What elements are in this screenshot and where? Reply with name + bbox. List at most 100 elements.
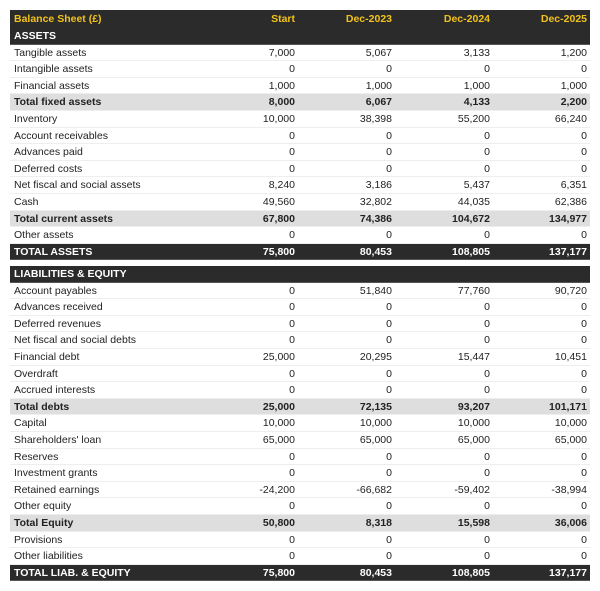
row-label: Net fiscal and social assets [14,179,141,192]
data-row: Investment grants 0 0 0 0 [10,465,590,482]
cell-value: 0 [581,467,587,480]
cell-value: 0 [484,467,490,480]
cell-value: 15,598 [457,517,490,529]
cell-value: 3,133 [463,46,490,59]
cell-value: 15,447 [457,351,490,363]
cell-value: 25,000 [262,351,295,363]
row-label: Investment grants [14,467,98,480]
cell-value: 0 [484,533,490,546]
cell-value: 1,000 [365,79,392,92]
cell-value: 0 [386,229,392,242]
section-title: LIABILITIES & EQUITY [14,268,127,280]
row-label: Inventory [14,113,58,125]
cell-value: 0 [581,229,587,242]
cell-value: 74,386 [359,212,392,225]
cell-value: 0 [581,367,587,380]
cell-value: 93,207 [457,400,490,413]
cell-value: 0 [289,284,295,297]
cell-value: -38,994 [551,483,587,496]
cell-value: 25,000 [262,400,295,413]
cell-value: 0 [484,229,490,242]
row-label: Advances received [14,301,103,314]
subtotal-row: Total Equity 50,800 8,318 15,598 36,006 [10,515,590,532]
cell-value: 0 [581,334,587,347]
cell-value: 72,135 [359,400,392,413]
data-row: Deferred revenues 0 0 0 0 [10,316,590,333]
cell-value: 0 [581,384,587,397]
cell-value: 0 [581,533,587,546]
cell-value: 77,760 [457,284,490,297]
cell-value: 5,067 [365,46,392,59]
cell-value: 0 [581,162,587,175]
cell-value: 1,000 [463,79,490,92]
row-label: Other equity [14,500,72,513]
cell-value: -24,200 [259,483,295,496]
cell-value: 101,171 [549,400,587,413]
cell-value: 10,000 [457,417,490,430]
data-row: Financial debt 25,000 20,295 15,447 10,451 [10,349,590,366]
data-row: Financial assets 1,000 1,000 1,000 1,000 [10,78,590,95]
cell-value: 0 [484,301,490,314]
cell-value: 0 [484,500,490,513]
cell-value: 0 [484,384,490,397]
row-label: Intangible assets [14,63,93,76]
cell-value: 0 [289,146,295,159]
cell-value: 0 [386,500,392,513]
data-row: Capital 10,000 10,000 10,000 10,000 [10,415,590,432]
row-label: Total debts [14,400,70,413]
cell-value: 0 [484,162,490,175]
cell-value: 134,977 [549,212,587,225]
cell-value: 0 [386,63,392,76]
data-row: Provisions 0 0 0 0 [10,532,590,549]
cell-value: 0 [289,550,295,563]
row-label: Advances paid [14,146,83,159]
cell-value: 0 [581,550,587,563]
cell-value: 67,800 [262,212,295,225]
cell-value: 44,035 [457,196,490,208]
row-label: Total current assets [14,212,114,225]
section-title-row: LIABILITIES & EQUITY [10,266,590,283]
row-label: Total Equity [14,517,74,529]
cell-value: 0 [581,129,587,142]
cell-value: 2,200 [560,96,587,109]
cell-value: 0 [386,550,392,563]
data-row: Other equity 0 0 0 0 [10,498,590,515]
cell-value: -66,682 [356,483,392,496]
row-label: Tangible assets [14,46,87,59]
cell-value: 65,000 [457,434,490,446]
cell-value: 5,437 [463,179,490,192]
cell-value: 0 [289,229,295,242]
cell-value: 90,720 [554,284,587,297]
cell-value: 0 [289,467,295,480]
cell-value: 3,186 [365,179,392,192]
cell-value: 1,200 [560,46,587,59]
row-label: Shareholders' loan [14,434,102,446]
row-label: Financial debt [14,351,80,363]
cell-value: 0 [386,533,392,546]
cell-value: 0 [289,129,295,142]
cell-value: 0 [386,162,392,175]
cell-value: 137,177 [549,566,587,579]
cell-value: 80,453 [359,245,392,258]
cell-value: 0 [289,334,295,347]
balance-sheet: Balance Sheet (£) Start Dec-2023 Dec-2024 De… [10,10,590,582]
cell-value: 65,000 [554,434,587,446]
data-row: Retained earnings -24,200 -66,682 -59,402 -3… [10,482,590,499]
row-label: Reserves [14,450,59,463]
row-label: Total fixed assets [14,96,102,109]
data-row: Inventory 10,000 38,398 55,200 66,240 [10,111,590,128]
cell-value: 6,351 [560,179,587,192]
subtotal-row: Total current assets 67,800 74,386 104,672 1… [10,210,590,228]
cell-value: 10,000 [262,417,295,430]
cell-value: 0 [386,129,392,142]
data-row: Deferred costs 0 0 0 0 [10,161,590,178]
cell-value: 10,451 [554,351,587,363]
subtotal-row: Total debts 25,000 72,135 93,207 101,171 [10,398,590,416]
cell-value: 8,000 [268,96,295,109]
cell-value: 0 [289,301,295,314]
row-label: Accrued interests [14,384,96,397]
cell-value: 0 [581,301,587,314]
row-label: Provisions [14,533,63,546]
data-row: Cash 49,560 32,802 44,035 62,386 [10,194,590,211]
